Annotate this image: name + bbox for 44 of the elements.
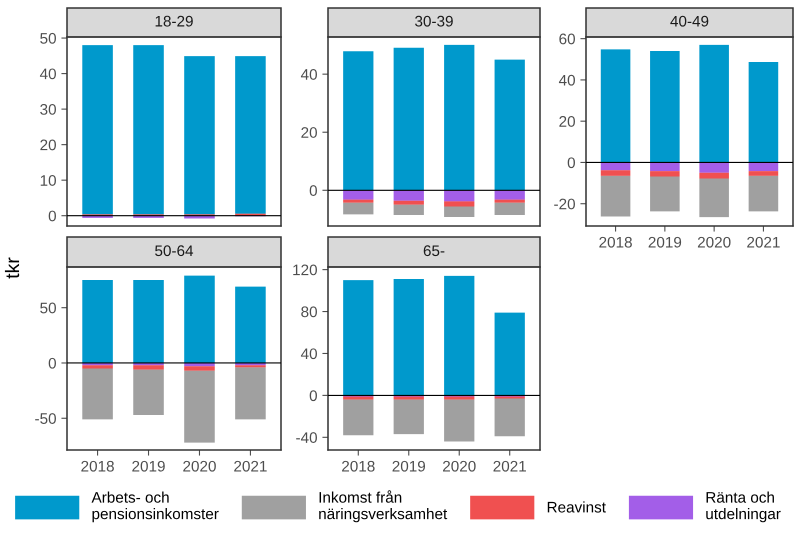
x-tick-label: 2019: [132, 460, 165, 472]
y-tick-label: 0: [48, 358, 56, 369]
y-tick-label: 40: [558, 74, 575, 86]
y-tick-label: 50: [40, 302, 56, 314]
y-tick-label: 20: [301, 127, 317, 138]
y-tick-label: 80: [301, 306, 317, 318]
x-tick-label: 2020: [443, 460, 476, 472]
y-tick-label: 50: [40, 32, 56, 44]
chart-title: 65-: [424, 245, 444, 256]
chart-title: 18-29: [156, 16, 193, 27]
y-tick-label: -20: [554, 198, 575, 210]
legend-label: Arbets- och pensionsinkomster: [92, 492, 219, 522]
y-tick-label: 60: [559, 34, 575, 44]
x-tick-label: 2021: [234, 460, 267, 472]
y-tick-label: 30: [40, 104, 56, 115]
x-tick-label: 2021: [493, 460, 526, 472]
x-tick-label: 2021: [747, 236, 780, 248]
y-tick-label: 20: [559, 116, 575, 127]
y-tick-label: 40: [300, 348, 317, 360]
y-tick-label: 120: [293, 264, 317, 276]
legend-label: Ränta och utdelningar: [706, 492, 781, 522]
x-tick-label: 2018: [81, 460, 114, 472]
y-tick-label: -50: [35, 413, 56, 424]
chart-title: 50-64: [155, 245, 194, 256]
x-tick-label: 2019: [392, 460, 426, 472]
y-tick-label: 10: [40, 175, 56, 186]
y-tick-label: -40: [296, 432, 317, 444]
chart-title: 40-49: [670, 16, 708, 27]
y-axis-title: tkr: [4, 258, 20, 279]
y-tick-label: 0: [568, 157, 575, 168]
y-tick-label: 0: [48, 210, 56, 222]
y-tick-label: 0: [310, 185, 317, 196]
y-tick-label: 20: [40, 140, 56, 150]
legend-label: Inkomst från näringsverksamhet: [319, 490, 448, 522]
legend-label: Reavinst: [548, 501, 606, 513]
chart-title: 30-39: [415, 16, 453, 27]
y-tick-label: 0: [310, 390, 317, 402]
x-tick-label: 2018: [342, 460, 375, 472]
y-tick-label: 40: [300, 69, 317, 80]
x-tick-label: 2020: [183, 460, 216, 472]
y-tick-label: 40: [40, 68, 56, 80]
x-tick-label: 2019: [648, 236, 682, 248]
x-tick-label: 2018: [599, 236, 632, 248]
x-tick-label: 2020: [698, 236, 731, 248]
